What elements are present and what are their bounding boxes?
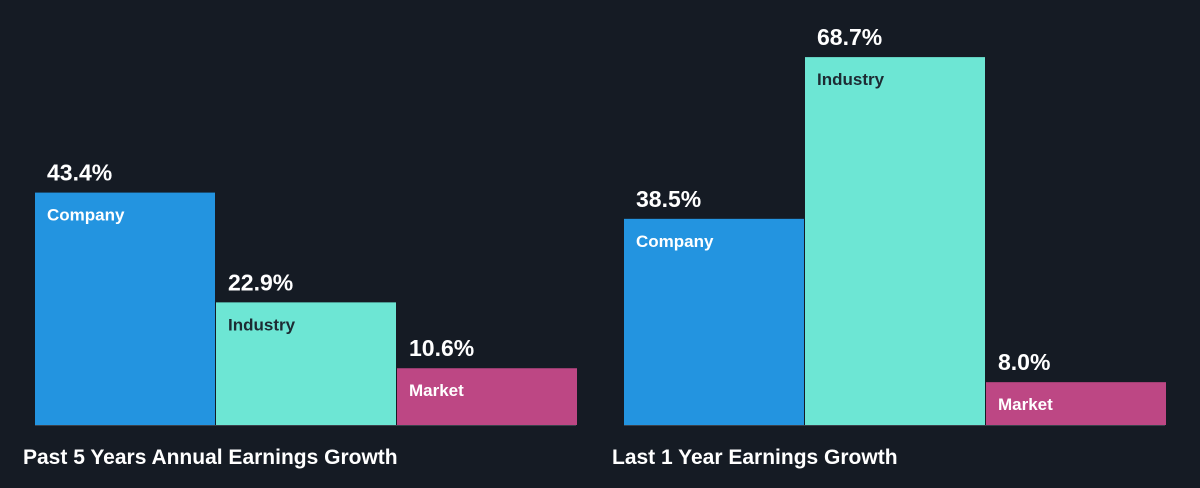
chart-title-past-5-years: Past 5 Years Annual Earnings Growth [23, 446, 398, 469]
category-label-market-last-1-year: Market [998, 395, 1053, 414]
bar-industry-last-1-year [805, 57, 985, 425]
category-label-company-last-1-year: Company [636, 232, 714, 251]
panel-past-5-years: 43.4% Company 22.9% Industry 10.6% Market Pas… [23, 0, 590, 488]
panel-last-1-year: 38.5% Company 68.7% Industry 8.0% Market Last… [612, 0, 1179, 488]
chart-title-last-1-year: Last 1 Year Earnings Growth [612, 446, 898, 469]
chart-past-5-years: 43.4% Company 22.9% Industry 10.6% Market [35, 160, 577, 426]
bar-industry-past-5-years [216, 302, 396, 425]
chart-last-1-year: 38.5% Company 68.7% Industry 8.0% Market [624, 24, 1166, 426]
category-label-industry-past-5-years: Industry [228, 315, 296, 334]
category-label-company-past-5-years: Company [47, 206, 125, 225]
value-label-company-past-5-years: 43.4% [47, 160, 112, 186]
category-label-market-past-5-years: Market [409, 381, 464, 400]
category-label-industry-last-1-year: Industry [817, 70, 885, 89]
value-label-market-past-5-years: 10.6% [409, 335, 474, 361]
value-label-company-last-1-year: 38.5% [636, 186, 701, 212]
value-label-industry-past-5-years: 22.9% [228, 269, 293, 295]
bar-company-last-1-year [624, 218, 804, 425]
value-label-market-last-1-year: 8.0% [998, 349, 1050, 375]
bar-market-last-1-year [986, 382, 1166, 425]
value-label-industry-last-1-year: 68.7% [817, 24, 882, 50]
bar-market-past-5-years [397, 368, 577, 425]
bar-company-past-5-years [35, 192, 215, 425]
